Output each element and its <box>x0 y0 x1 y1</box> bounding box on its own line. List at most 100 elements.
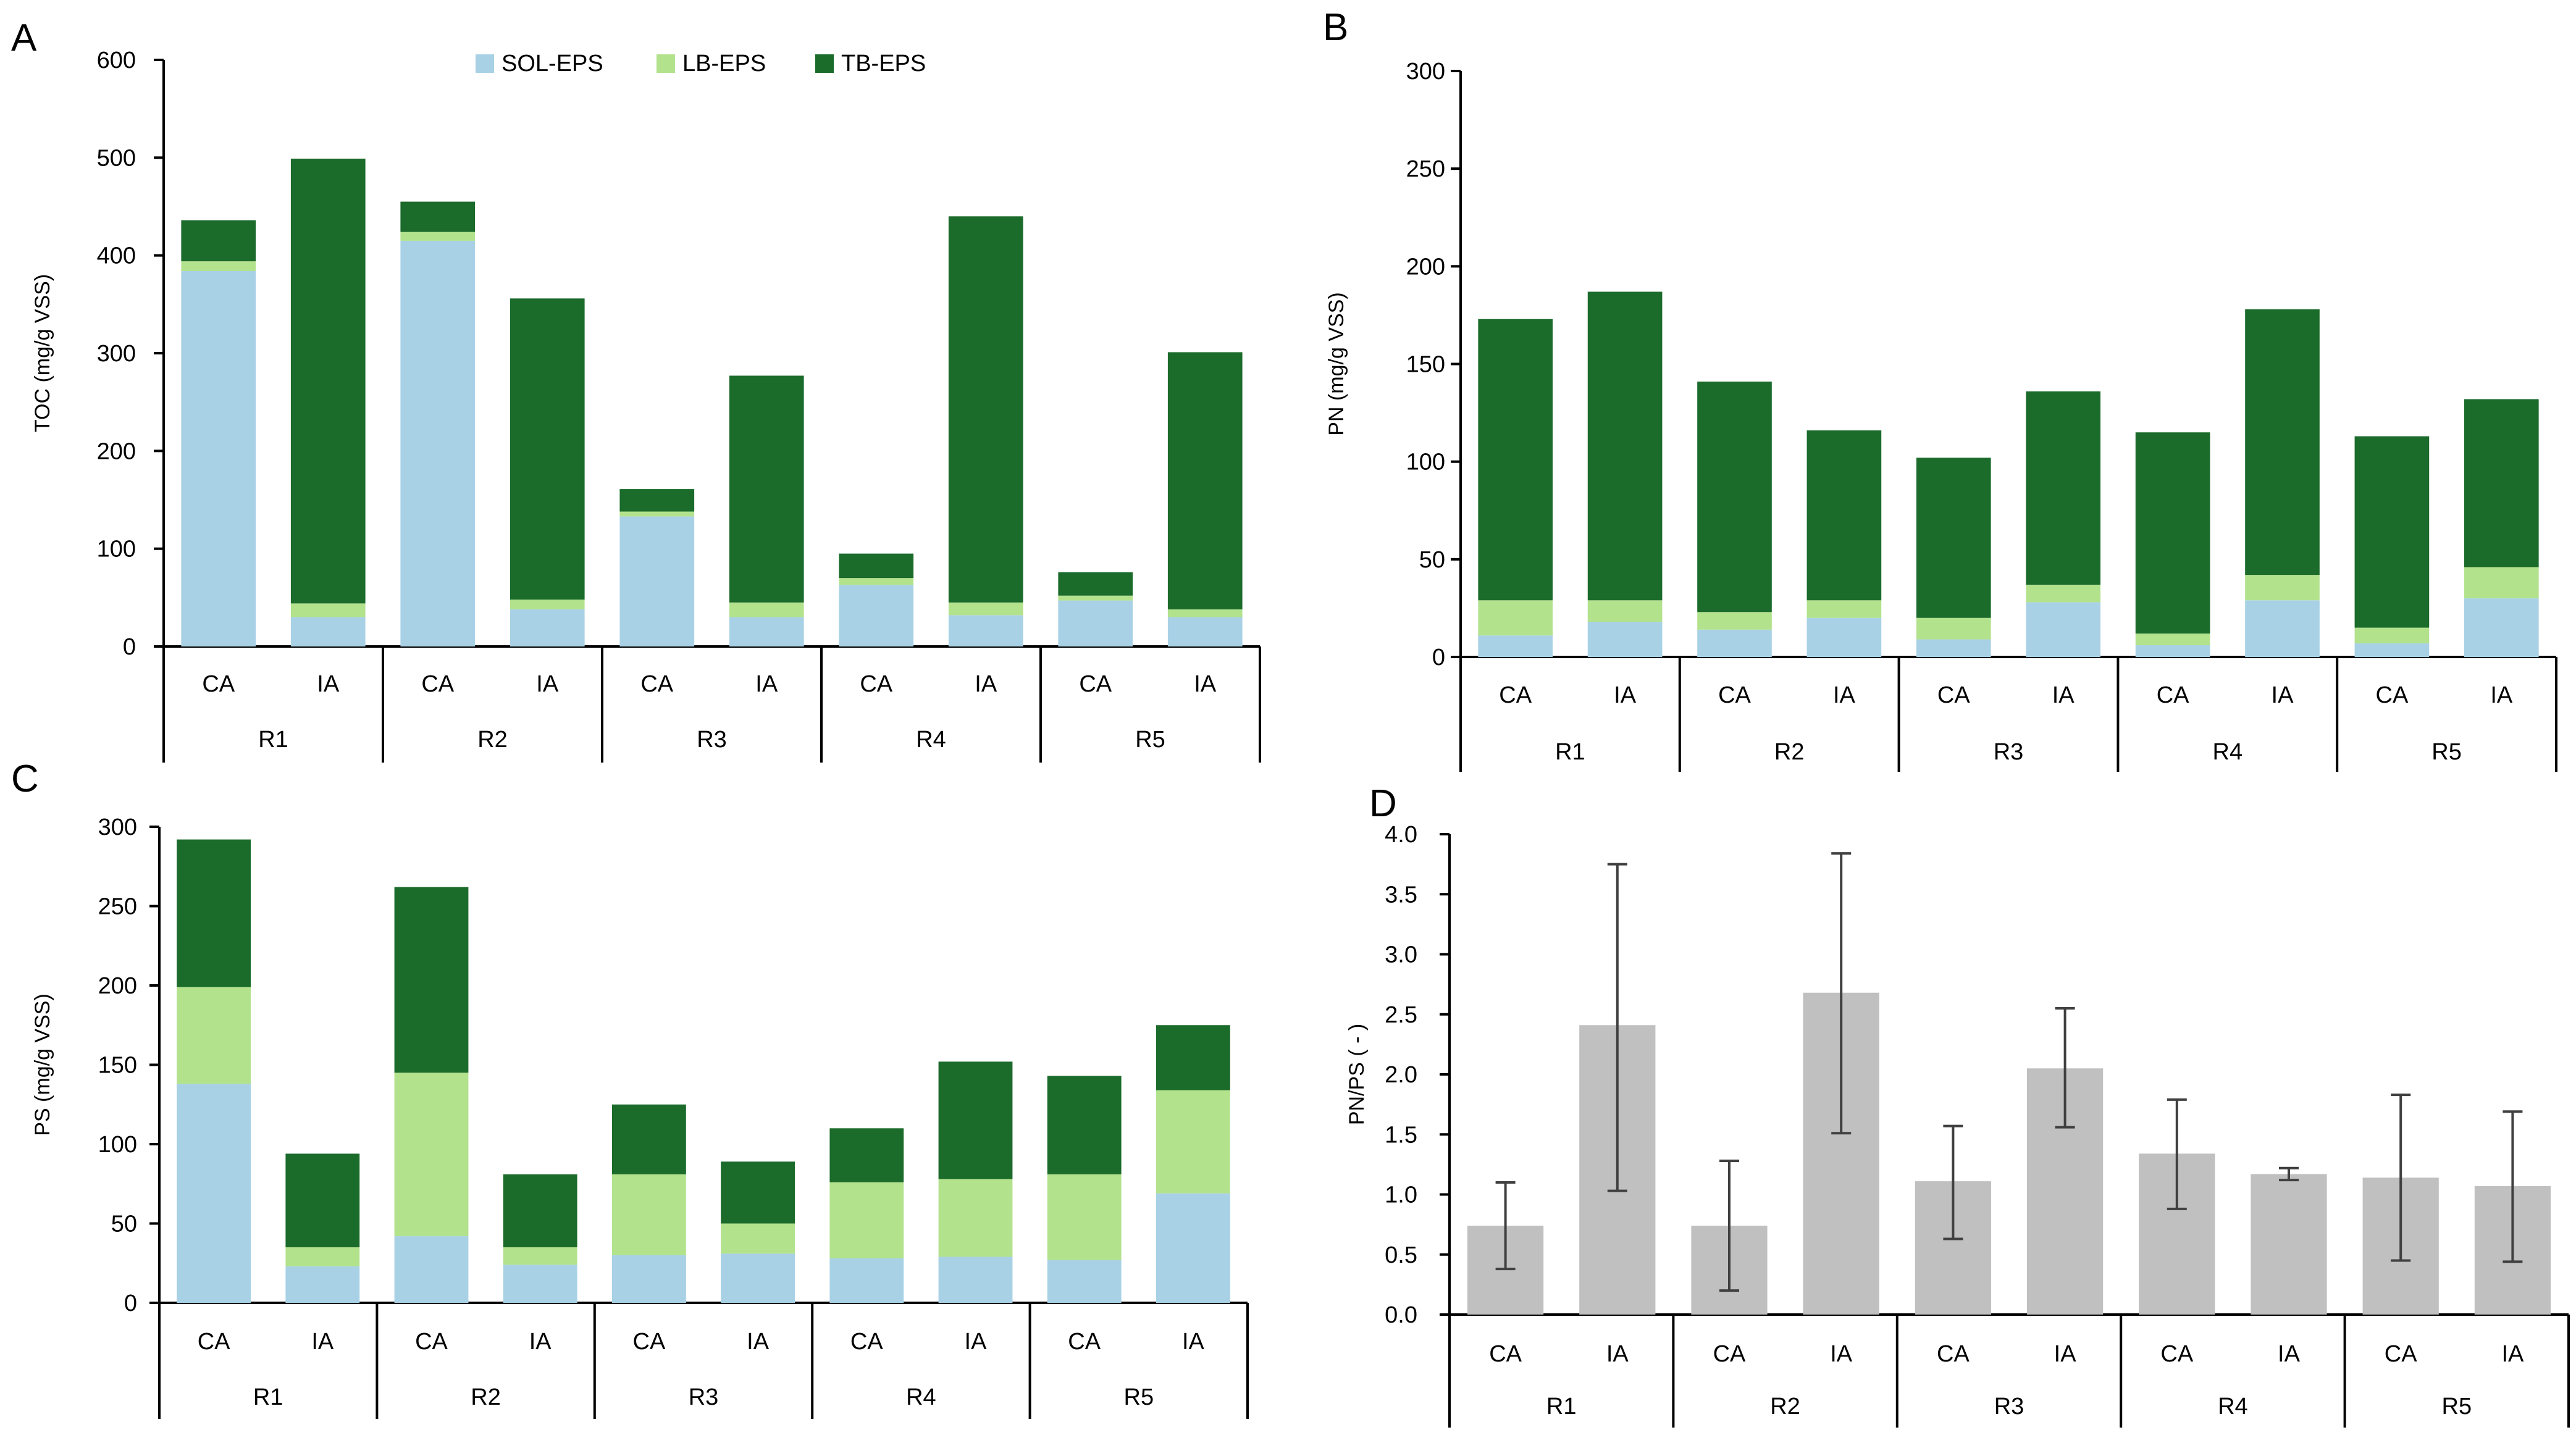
lb-eps-bar <box>1156 1090 1230 1194</box>
tb-eps-bar <box>2135 432 2210 634</box>
y-tick-label: 0.0 <box>1385 1302 1417 1328</box>
lb-eps-bar <box>839 578 914 585</box>
y-tick-label: 250 <box>98 894 137 920</box>
lb-eps-bar <box>619 511 695 517</box>
tb-eps-bar <box>1156 1025 1230 1090</box>
sol-eps-bar <box>1587 622 1663 657</box>
lb-eps-bar <box>510 600 585 609</box>
category-label: CA <box>2160 1341 2193 1367</box>
tb-eps-bar <box>1806 430 1882 601</box>
y-tick-label: 100 <box>97 537 136 563</box>
legend-label: LB-EPS <box>682 51 766 77</box>
y-tick-label: 0.5 <box>1385 1242 1417 1268</box>
category-label: CA <box>2385 1341 2417 1367</box>
category-label: IA <box>2278 1341 2301 1367</box>
category-label: CA <box>202 671 235 697</box>
y-tick-label: 600 <box>97 48 136 73</box>
category-label: IA <box>2054 1341 2077 1367</box>
y-tick-label: 50 <box>111 1211 137 1237</box>
y-tick-label: 0 <box>124 1290 137 1316</box>
sol-eps-bar <box>948 615 1023 646</box>
category-label: CA <box>640 671 673 697</box>
group-label: R3 <box>1994 739 2024 765</box>
category-label: CA <box>1489 1341 1522 1367</box>
sol-eps-bar <box>1156 1193 1230 1303</box>
group-label: R3 <box>1994 1394 2024 1420</box>
sol-eps-bar <box>1697 629 1772 657</box>
category-label: CA <box>860 671 892 697</box>
lb-eps-bar <box>2135 634 2210 646</box>
sol-eps-bar <box>177 1084 251 1303</box>
lb-eps-bar <box>400 232 476 241</box>
panel-D: D PN/PS ( - ) 0.0 0.5 1.0 1.5 2.0 2.5 3.0 3.5 4.0 R… <box>1345 782 2570 1428</box>
tb-eps-bar <box>611 1104 686 1174</box>
tb-eps-bar <box>2026 391 2101 585</box>
group-label: R2 <box>477 727 508 753</box>
y-tick-label: 500 <box>97 145 136 171</box>
group-label: R5 <box>1124 1384 1154 1410</box>
sol-eps-bar <box>394 1236 469 1303</box>
category-label: CA <box>633 1329 666 1355</box>
legend-label: SOL-EPS <box>501 51 603 77</box>
tb-eps-bar <box>839 553 914 579</box>
sol-eps-bar <box>1806 617 1882 657</box>
group-label: R1 <box>1546 1394 1577 1420</box>
category-label: CA <box>1713 1341 1746 1367</box>
category-label: IA <box>1606 1341 1629 1367</box>
category-label: CA <box>1068 1329 1101 1355</box>
y-tick-label: 250 <box>1406 156 1445 182</box>
category-label: IA <box>536 671 559 697</box>
category-label: IA <box>1194 671 1217 697</box>
y-tick-label: 1.0 <box>1385 1182 1417 1208</box>
tb-eps-bar <box>1167 352 1243 609</box>
lb-eps-bar <box>1167 609 1243 617</box>
category-label: CA <box>198 1329 230 1355</box>
category-label: IA <box>317 671 340 697</box>
lb-eps-bar <box>611 1174 686 1255</box>
lb-eps-bar <box>2354 627 2430 643</box>
category-label: CA <box>2376 682 2409 708</box>
tb-eps-bar <box>2245 309 2320 575</box>
y-axis-label: PS (mg/g VSS) <box>31 993 54 1136</box>
legend-swatch <box>815 54 834 73</box>
y-tick-label: 300 <box>97 341 136 367</box>
lb-eps-bar <box>829 1182 904 1259</box>
tb-eps-bar <box>938 1061 1013 1179</box>
lb-eps-bar <box>1478 600 1553 636</box>
sol-eps-bar <box>1167 617 1243 646</box>
sol-eps-bar <box>619 516 695 646</box>
lb-eps-bar <box>1058 595 1133 601</box>
group-label: R3 <box>697 727 727 753</box>
tb-eps-bar <box>948 216 1023 603</box>
tb-eps-bar <box>2354 436 2430 628</box>
sol-eps-bar <box>829 1258 904 1303</box>
tb-eps-bar <box>1697 381 1772 613</box>
tb-eps-bar <box>510 298 585 600</box>
category-label: IA <box>755 671 778 697</box>
legend: SOL-EPS LB-EPS TB-EPS <box>476 51 926 77</box>
sol-eps-bar <box>1478 635 1553 657</box>
category-label: CA <box>1937 682 1970 708</box>
group-label: R3 <box>689 1384 719 1410</box>
sol-eps-bar <box>1916 639 1991 657</box>
category-label: CA <box>1499 682 1532 708</box>
category-label: IA <box>2272 682 2294 708</box>
y-tick-label: 0 <box>123 634 136 660</box>
sol-eps-bar <box>2464 598 2539 657</box>
group-label: R4 <box>2213 739 2243 765</box>
category-label: CA <box>421 671 454 697</box>
group-label: R5 <box>2442 1394 2472 1420</box>
panel-letter: A <box>11 17 37 59</box>
tb-eps-bar <box>619 489 695 512</box>
lb-eps-bar <box>2464 567 2539 599</box>
y-tick-label: 100 <box>98 1132 137 1158</box>
y-axis-label: PN/PS ( - ) <box>1345 1024 1369 1125</box>
sol-eps-bar <box>2245 600 2320 657</box>
category-label: IA <box>975 671 997 697</box>
panel-letter: B <box>1323 6 1348 49</box>
lb-eps-bar <box>1916 617 1991 640</box>
sol-eps-bar <box>290 617 366 646</box>
sol-eps-bar <box>510 609 585 646</box>
lb-eps-bar <box>2026 584 2101 603</box>
